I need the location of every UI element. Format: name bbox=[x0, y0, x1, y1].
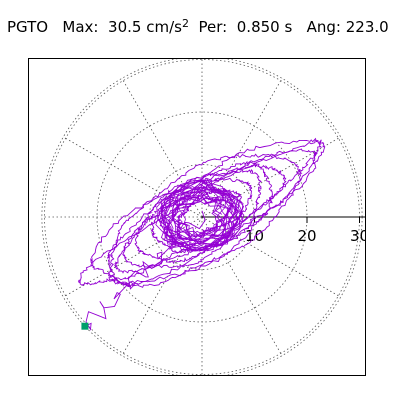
polar-plot: 10 20 30 bbox=[41, 59, 365, 375]
grid-spoke bbox=[121, 78, 203, 218]
peak-marker bbox=[81, 322, 89, 330]
orbit-center-scribble bbox=[155, 179, 245, 252]
orbit-loop bbox=[77, 140, 323, 286]
orbit-trace bbox=[77, 137, 326, 331]
max-value: 30.5 bbox=[108, 18, 142, 36]
station-header: PGTO Max: 30.5 cm/s2 Per: 0.850 s Ang: 2… bbox=[7, 17, 389, 36]
orbit-loop bbox=[122, 160, 273, 269]
per-value: 0.850 s bbox=[236, 18, 293, 36]
ang-value: 223.0 bbox=[345, 18, 389, 36]
max-unit-power: 2 bbox=[181, 17, 189, 30]
grid-spoke bbox=[201, 216, 283, 356]
grid-spoke bbox=[63, 136, 203, 218]
orbit-loop bbox=[109, 153, 303, 288]
orbit-peak-stroke bbox=[84, 210, 206, 331]
orbit-loop bbox=[134, 168, 262, 265]
grid-spoke bbox=[121, 216, 203, 356]
radial-tick-label: 30 bbox=[350, 227, 365, 245]
max-label: Max: bbox=[62, 18, 99, 36]
max-unit: cm/s bbox=[146, 18, 182, 36]
plot-frame: 10 20 30 bbox=[28, 58, 366, 376]
per-label: Per: bbox=[198, 18, 228, 36]
grid-spoke bbox=[201, 78, 283, 218]
grid-spoke bbox=[201, 216, 341, 298]
station-name: PGTO bbox=[7, 18, 49, 36]
orbit-loop bbox=[106, 148, 318, 285]
orbit-loop bbox=[113, 164, 287, 274]
radial-tick-label: 20 bbox=[297, 227, 316, 245]
peak-marker-layer bbox=[81, 322, 89, 330]
ang-label: Ang: bbox=[306, 18, 341, 36]
